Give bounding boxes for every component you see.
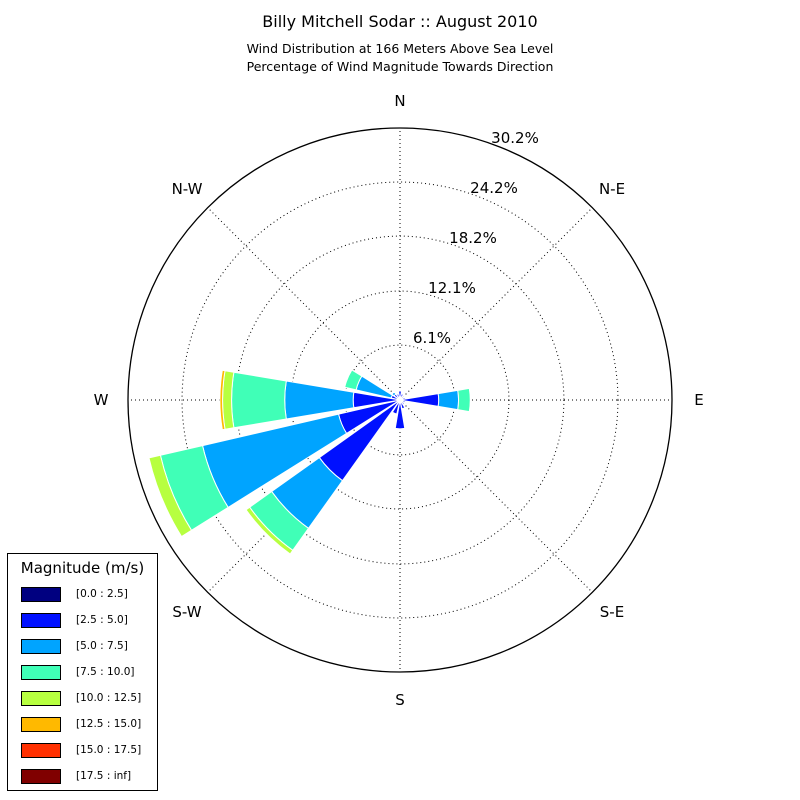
spoke-line <box>399 399 593 593</box>
direction-label: S-W <box>172 603 201 621</box>
direction-label: E <box>694 391 703 409</box>
legend-swatch <box>21 691 61 706</box>
grid-ring <box>235 235 565 565</box>
wind-wedge <box>148 454 193 538</box>
radial-tick-label: 6.1% <box>413 329 451 347</box>
grid-ring <box>181 181 619 619</box>
direction-label: W <box>94 391 109 409</box>
wind-wedge <box>391 400 401 415</box>
legend: Magnitude (m/s) [0.0 : 2.5] [2.5 : 5.0] [5… <box>7 553 158 791</box>
direction-label: S-E <box>600 603 624 621</box>
wind-wedge <box>344 369 363 391</box>
legend-swatch <box>21 613 61 628</box>
legend-label: [17.5 : inf] <box>76 770 132 782</box>
legend-swatch <box>21 639 61 654</box>
wind-wedge <box>219 369 226 431</box>
chart-subtitle-line-2: Percentage of Wind Magnitude Towards Dir… <box>246 59 554 74</box>
wind-wedge <box>391 391 397 397</box>
wind-wedge <box>231 371 287 429</box>
radial-tick-label: 30.2% <box>491 129 539 147</box>
wind-wedge <box>399 393 405 400</box>
wind-wedge <box>457 387 471 413</box>
wind-wedge <box>437 389 460 411</box>
legend-label: [7.5 : 10.0] <box>76 666 135 678</box>
chart-title: Billy Mitchell Sodar :: August 2010 <box>262 12 538 31</box>
legend-title: Magnitude (m/s) <box>20 559 145 577</box>
legend-swatch <box>21 769 61 784</box>
direction-label: N <box>394 92 405 110</box>
wind-wedge <box>399 400 406 410</box>
legend-label: [0.0 : 2.5] <box>76 588 128 600</box>
direction-label: N-E <box>599 180 625 198</box>
wind-wedge <box>402 393 440 407</box>
grid-ring <box>290 290 510 510</box>
wind-wedge <box>245 506 294 555</box>
legend-label: [2.5 : 5.0] <box>76 614 128 626</box>
spoke-line <box>399 207 593 401</box>
legend-label: [5.0 : 7.5] <box>76 640 128 652</box>
legend-swatch <box>21 743 61 758</box>
legend-label: [12.5 : 15.0] <box>76 718 142 730</box>
legend-label: [10.0 : 12.5] <box>76 692 142 704</box>
direction-label: S <box>395 691 405 709</box>
legend-swatch <box>21 717 61 732</box>
legend-swatch <box>21 587 61 602</box>
spoke-line <box>207 207 401 401</box>
legend-label: [15.0 : 17.5] <box>76 744 142 756</box>
outer-ring <box>127 127 673 673</box>
radial-tick-label: 18.2% <box>449 229 497 247</box>
legend-swatch <box>21 665 61 680</box>
wind-wedge <box>395 393 401 400</box>
radial-tick-label: 24.2% <box>470 179 518 197</box>
radial-tick-label: 12.1% <box>428 279 476 297</box>
wind-wedge <box>394 401 406 430</box>
chart-subtitle-line-1: Wind Distribution at 166 Meters Above Se… <box>246 41 554 56</box>
direction-label: N-W <box>172 180 203 198</box>
